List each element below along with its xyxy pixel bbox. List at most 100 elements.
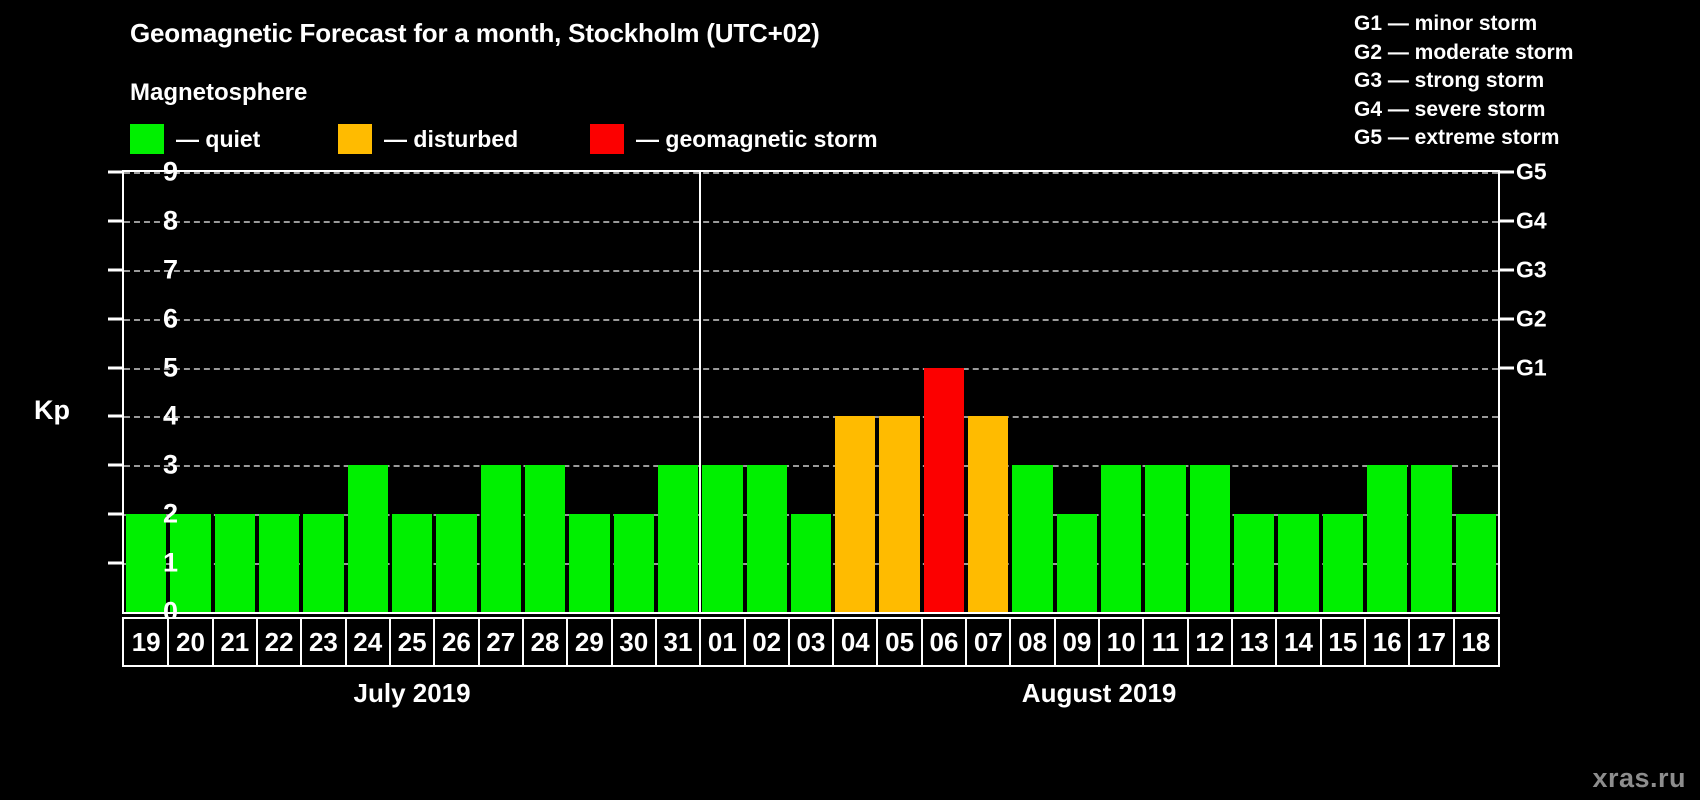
bar-17[interactable] [1411, 465, 1452, 612]
bar-29[interactable] [569, 514, 610, 612]
bar-12[interactable] [1189, 465, 1231, 612]
y-tick-label-9: 9 [162, 156, 178, 187]
legend-item-0: — quiet [130, 123, 260, 155]
y-tick-mark-3 [108, 463, 122, 467]
bar-09[interactable] [1056, 514, 1098, 612]
day-label-08[interactable]: 08 [1018, 626, 1048, 657]
day-label-17[interactable]: 17 [1417, 626, 1446, 657]
day-label-21[interactable]: 21 [220, 626, 250, 657]
bar-06[interactable] [923, 367, 965, 612]
day-label-separator [920, 619, 923, 665]
day-label-22[interactable]: 22 [264, 626, 294, 657]
day-label-11[interactable]: 11 [1151, 626, 1180, 657]
bar-30[interactable] [613, 514, 654, 612]
legend-heading: Magnetosphere [130, 79, 308, 106]
g-tick-mark-G3 [1500, 268, 1514, 272]
y-tick-mark-8 [108, 219, 122, 223]
day-label-26[interactable]: 26 [441, 626, 471, 657]
bar-04[interactable] [835, 416, 876, 612]
day-label-15[interactable]: 15 [1328, 626, 1358, 657]
day-label-20[interactable]: 20 [176, 626, 205, 657]
day-label-separator [743, 619, 746, 665]
bar-25[interactable] [391, 514, 433, 612]
y-tick-mark-2 [108, 512, 122, 516]
bar-21[interactable] [214, 514, 255, 612]
day-label-30[interactable]: 30 [619, 626, 649, 657]
day-label-12[interactable]: 12 [1195, 626, 1225, 657]
y-tick-label-1: 1 [162, 547, 178, 578]
bar-07[interactable] [968, 416, 1009, 612]
red-square-icon [590, 124, 624, 154]
day-label-07[interactable]: 07 [973, 626, 1003, 657]
day-label-separator [255, 619, 258, 665]
day-label-separator [477, 619, 480, 665]
day-label-separator [832, 619, 835, 665]
bar-05[interactable] [879, 416, 920, 612]
bar-10[interactable] [1101, 465, 1142, 612]
legend-item-2: — geomagnetic storm [590, 123, 878, 155]
y-tick-mark-5 [108, 366, 122, 370]
day-label-03[interactable]: 03 [796, 626, 826, 657]
day-label-09[interactable]: 09 [1062, 626, 1092, 657]
day-label-29[interactable]: 29 [574, 626, 604, 657]
day-label-19[interactable]: 19 [131, 626, 161, 657]
bar-08[interactable] [1012, 465, 1053, 612]
y-tick-mark-1 [108, 561, 122, 565]
day-label-separator [965, 619, 968, 665]
bar-18[interactable] [1455, 514, 1496, 612]
bar-15[interactable] [1322, 514, 1364, 612]
bar-13[interactable] [1234, 514, 1275, 612]
storm-scale-line-1: G1 — minor storm [1354, 12, 1538, 35]
day-label-27[interactable]: 27 [486, 626, 516, 657]
day-label-10[interactable]: 10 [1106, 626, 1136, 657]
day-label-separator [654, 619, 657, 665]
day-label-separator [521, 619, 524, 665]
day-label-01[interactable]: 01 [707, 626, 737, 657]
page-title: Geomagnetic Forecast for a month, Stockh… [130, 18, 820, 48]
month-divider [699, 172, 702, 612]
day-label-13[interactable]: 13 [1239, 626, 1269, 657]
bar-02[interactable] [746, 465, 787, 612]
day-label-16[interactable]: 16 [1372, 626, 1402, 657]
day-label-04[interactable]: 04 [840, 626, 870, 657]
day-label-28[interactable]: 28 [530, 626, 560, 657]
day-label-05[interactable]: 05 [885, 626, 915, 657]
bar-22[interactable] [258, 514, 300, 612]
bar-01[interactable] [702, 465, 743, 612]
y-tick-label-4: 4 [162, 400, 178, 431]
bar-23[interactable] [303, 514, 344, 612]
bar-14[interactable] [1278, 514, 1319, 612]
day-label-06[interactable]: 06 [929, 626, 959, 657]
bar-19[interactable] [126, 514, 167, 612]
storm-scale-line-2: G2 — moderate storm [1354, 40, 1574, 64]
day-label-strip: 19 20 21 22 23 24 25 26 27 28 29 30 31 01 02 03 04 05 06 07… [122, 617, 1500, 667]
bar-20[interactable] [170, 514, 211, 612]
bar-27[interactable] [480, 465, 521, 612]
y-tick-mark-6 [108, 317, 122, 321]
bar-28[interactable] [524, 465, 566, 612]
day-label-separator [167, 619, 170, 665]
day-label-separator [1053, 619, 1056, 665]
day-label-24[interactable]: 24 [353, 626, 383, 657]
bar-31[interactable] [657, 465, 699, 612]
bar-03[interactable] [790, 514, 832, 612]
legend-item-1: — disturbed [338, 123, 518, 155]
day-label-separator [388, 619, 391, 665]
day-label-separator [1408, 619, 1411, 665]
day-label-14[interactable]: 14 [1284, 626, 1313, 657]
day-label-25[interactable]: 25 [397, 626, 427, 657]
bars-layer [124, 172, 1498, 612]
day-label-18[interactable]: 18 [1461, 626, 1491, 657]
bar-24[interactable] [347, 465, 388, 612]
day-label-separator [1319, 619, 1322, 665]
day-label-02[interactable]: 02 [752, 626, 782, 657]
bar-16[interactable] [1367, 465, 1408, 612]
bar-11[interactable] [1145, 465, 1186, 612]
day-label-23[interactable]: 23 [308, 626, 338, 657]
storm-scale-line-4: G4 — severe storm [1354, 97, 1546, 121]
bar-26[interactable] [436, 514, 477, 612]
g-tick-label-G2: G2 [1516, 305, 1547, 332]
day-label-separator [610, 619, 613, 665]
y-tick-label-7: 7 [162, 254, 178, 285]
day-label-31[interactable]: 31 [663, 626, 693, 657]
